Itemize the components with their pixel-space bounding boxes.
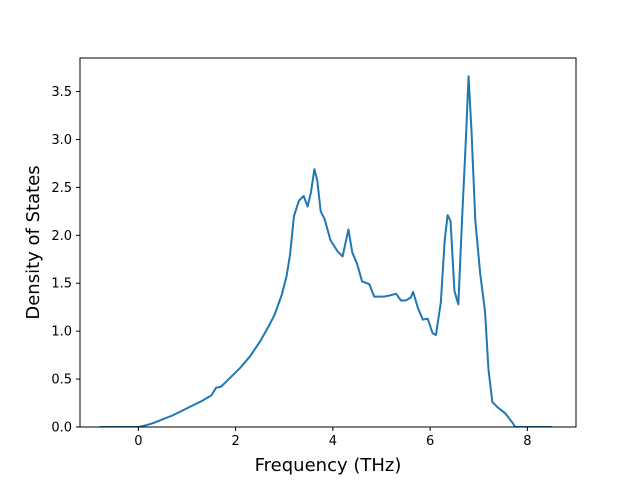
y-tick-label: 2.5 xyxy=(51,181,72,196)
dos-series-line-0 xyxy=(99,75,552,427)
plot-area xyxy=(99,75,552,427)
y-tick-label: 3.5 xyxy=(51,85,72,100)
axis-ticks: 0 2 4 6 8 0.0 0.5 1.0 1.5 2.0 2.5 3.0 3.5 xyxy=(51,85,531,449)
x-tick-label: 4 xyxy=(329,434,337,449)
axes-frame xyxy=(79,57,577,428)
y-tick-label: 2.0 xyxy=(51,229,72,244)
y-tick-label: 3.0 xyxy=(51,133,72,148)
x-tick-label: 2 xyxy=(231,434,239,449)
x-axis-label: Frequency (THz) xyxy=(255,455,402,476)
x-tick-label: 0 xyxy=(134,434,142,449)
y-axis-label: Density of States xyxy=(23,165,44,319)
x-tick-label: 8 xyxy=(523,434,531,449)
x-tick-label: 6 xyxy=(426,434,434,449)
y-tick-label: 0.0 xyxy=(51,421,72,436)
y-tick-label: 0.5 xyxy=(51,373,72,388)
y-tick-label: 1.5 xyxy=(51,277,72,292)
y-tick-label: 1.0 xyxy=(51,325,72,340)
